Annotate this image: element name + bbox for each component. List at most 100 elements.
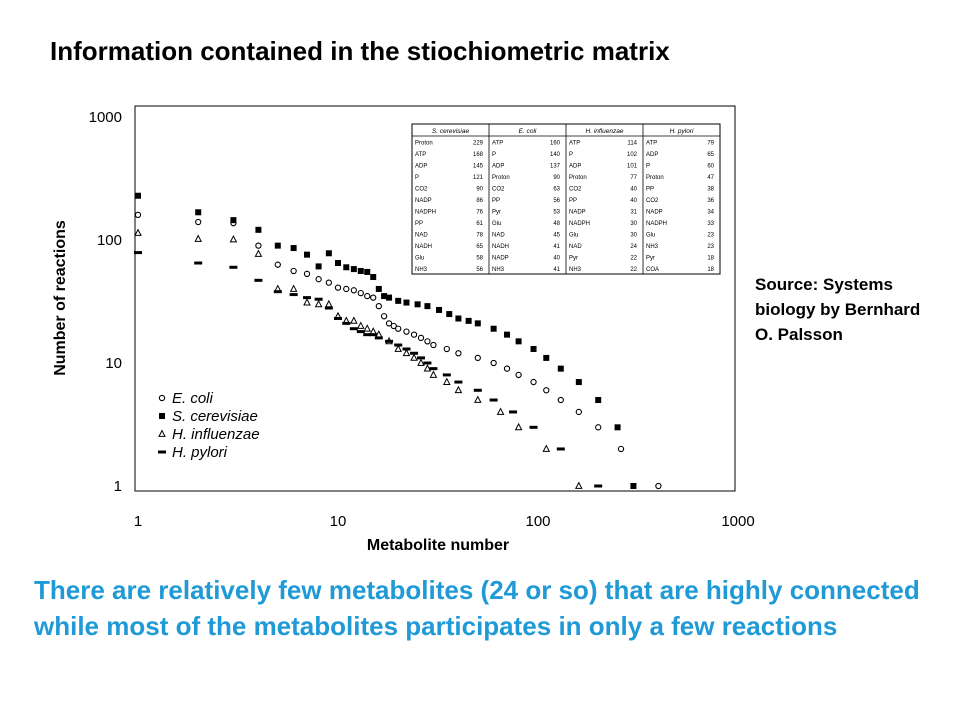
data-point — [374, 336, 383, 340]
inset-table-cell: 53 — [553, 210, 560, 216]
data-point — [410, 331, 418, 338]
inset-table-cell: CO2 — [415, 187, 428, 193]
y-tick-label: 100 — [97, 232, 122, 249]
data-point — [334, 317, 342, 321]
inset-table-cell: NAD — [492, 233, 505, 239]
inset-table-cell: 145 — [473, 164, 484, 170]
inset-table-cell: NADP — [569, 210, 586, 216]
data-point — [504, 331, 511, 338]
inset-table-cell: 61 — [476, 221, 483, 227]
legend-marker — [158, 429, 166, 437]
data-point — [556, 447, 565, 451]
data-point — [630, 483, 637, 489]
data-point — [356, 321, 365, 329]
data-point — [195, 209, 202, 216]
data-point — [557, 365, 564, 372]
data-point — [274, 261, 281, 268]
inset-table-cell: 76 — [476, 210, 483, 216]
data-point — [303, 270, 311, 278]
inset-table-cell: ATP — [492, 141, 503, 147]
inset-table-cell: NH3 — [415, 267, 428, 273]
inset-table-cell: 33 — [707, 221, 714, 227]
data-point — [595, 424, 602, 431]
inset-table-cell: Pyr — [569, 256, 578, 262]
data-point — [423, 361, 432, 365]
inset-table-cell: NADP — [646, 210, 663, 216]
data-point — [370, 274, 377, 281]
data-point — [410, 353, 418, 361]
data-point — [255, 226, 262, 233]
data-point — [357, 289, 364, 297]
data-point — [325, 250, 332, 257]
data-point — [455, 315, 462, 322]
data-point — [403, 299, 410, 306]
inset-table-cell: NADPH — [415, 210, 436, 216]
inset-table-cell: Pyr — [646, 256, 655, 262]
inset-table-cell: 38 — [707, 187, 714, 193]
data-point — [543, 354, 550, 361]
legend-label: S. cerevisiae — [172, 408, 258, 425]
data-point — [356, 330, 365, 334]
data-point — [385, 339, 394, 343]
data-point — [314, 299, 323, 308]
data-point — [509, 410, 518, 414]
inset-table-cell: PP — [492, 198, 500, 204]
inset-table-cell: 22 — [630, 256, 637, 262]
inset-table-cell: Glu — [646, 233, 655, 239]
inset-table-header: H. influenzae — [586, 128, 624, 135]
data-point — [364, 292, 371, 300]
data-point — [230, 217, 237, 224]
inset-table-cell: NADP — [415, 198, 432, 204]
data-point — [394, 344, 403, 352]
data-point — [446, 311, 453, 318]
data-point — [375, 302, 382, 310]
x-tick-labels: 1 10 100 1000 — [134, 513, 755, 530]
data-point — [655, 482, 662, 490]
inset-table-cell: 137 — [550, 164, 561, 170]
data-point — [514, 422, 523, 431]
data-point — [194, 234, 203, 242]
data-point — [417, 334, 425, 342]
data-point — [381, 293, 388, 300]
series-square — [135, 192, 637, 489]
inset-table-cell: ATP — [415, 152, 426, 158]
y-tick-label: 1000 — [89, 109, 122, 126]
data-point — [496, 407, 505, 415]
data-point — [254, 249, 263, 257]
inset-table-cell: CO2 — [646, 198, 659, 204]
data-point — [303, 298, 311, 306]
data-point — [515, 338, 522, 345]
data-point — [334, 284, 342, 291]
data-point — [342, 321, 351, 325]
data-point — [465, 317, 472, 324]
data-point — [402, 347, 411, 351]
data-point — [375, 285, 382, 292]
data-point — [380, 313, 388, 320]
inset-table-cell: 102 — [627, 152, 638, 158]
data-point — [557, 396, 564, 404]
plot-frame — [134, 105, 736, 492]
legend-label: H. pylori — [172, 444, 228, 461]
data-point — [229, 234, 238, 243]
inset-table-cell: P — [569, 152, 573, 158]
inset-table-cell: NADH — [415, 244, 432, 250]
inset-table-cell: CO2 — [569, 187, 582, 193]
inset-table-cell: 18 — [707, 256, 714, 262]
inset-table-cell: Proton — [569, 175, 587, 181]
data-point — [363, 333, 372, 337]
data-point — [429, 370, 438, 378]
data-point — [454, 385, 463, 394]
y-tick-labels: 1000 100 10 1 — [89, 109, 122, 495]
data-point — [385, 320, 393, 327]
data-point — [273, 290, 282, 294]
data-point — [474, 354, 481, 362]
inset-table-cell: 45 — [553, 233, 560, 239]
data-point — [575, 379, 582, 386]
inset-table-cell: P — [646, 164, 650, 170]
inset-table-cell: 47 — [707, 175, 714, 181]
data-point — [395, 297, 402, 304]
inset-table-cell: 22 — [630, 267, 637, 273]
data-point — [254, 278, 263, 282]
inset-table-cell: 30 — [630, 233, 637, 239]
inset-table-cell: NH3 — [569, 267, 582, 273]
